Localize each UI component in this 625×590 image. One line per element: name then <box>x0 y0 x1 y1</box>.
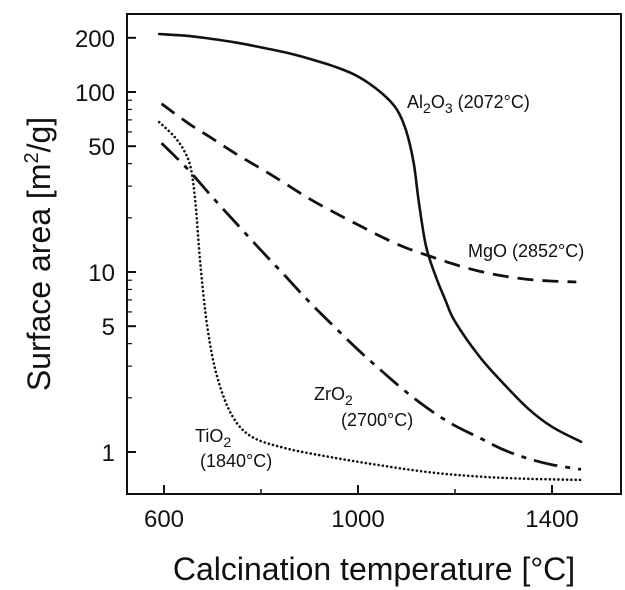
x-tick-label: 1000 <box>331 506 384 533</box>
series-annotation-part: TiO <box>195 426 223 446</box>
plot-frame <box>126 13 622 495</box>
series-annotation-part: 2 <box>423 100 431 116</box>
series-line-mgo <box>160 102 577 284</box>
series-annotations: Al2O3 (2072°C)MgO (2852°C)ZrO2 (2700°C)Ti… <box>195 92 584 471</box>
series-line-al2o3 <box>157 32 583 444</box>
y-axis-label-sup: 2 <box>21 152 43 163</box>
series-annotation-part: (1840°C) <box>200 451 272 471</box>
y-axis-label: Surface area [m2/g] <box>21 117 57 391</box>
series-annotation-part: ZrO <box>314 384 345 404</box>
y-tick-label: 1 <box>102 440 115 467</box>
y-tick-label: 100 <box>75 80 115 107</box>
x-tick-label: 1400 <box>525 506 578 533</box>
series-annotation-part: (2072°C) <box>453 92 530 112</box>
x-axis-label: Calcination temperature [°C] <box>173 551 575 587</box>
x-tick-label: 600 <box>144 506 184 533</box>
series-annotation-zro2: ZrO2 (2700°C) <box>314 384 413 430</box>
series-annotation-tio2: TiO2 (1840°C) <box>195 426 272 471</box>
series-annotation-part: 2 <box>223 434 231 450</box>
series-line-tio2 <box>157 120 583 482</box>
series-annotation-part: O <box>431 92 445 112</box>
y-tick-label: 5 <box>102 314 115 341</box>
series-annotation-part: 2 <box>345 392 353 408</box>
y-axis-label-main: Surface area [m <box>21 164 57 392</box>
series-group <box>157 32 583 482</box>
y-axis-label-tail: /g] <box>21 117 57 153</box>
series-annotation-part: 3 <box>445 100 453 116</box>
series-annotation-part: MgO (2852°C) <box>468 241 584 261</box>
y-tick-label: 50 <box>88 134 115 161</box>
series-line-zro2 <box>160 142 582 471</box>
series-annotation-mgo: MgO (2852°C) <box>468 241 584 261</box>
series-annotation-part: (2700°C) <box>341 410 413 430</box>
axis-ticks: 600 1000 1400 1 5 10 50 100 200 <box>75 26 579 533</box>
series-annotation-part: Al <box>407 92 423 112</box>
y-tick-label: 10 <box>88 260 115 287</box>
series-annotation-al2o3: Al2O3 (2072°C) <box>407 92 530 116</box>
y-tick-label: 200 <box>75 26 115 53</box>
